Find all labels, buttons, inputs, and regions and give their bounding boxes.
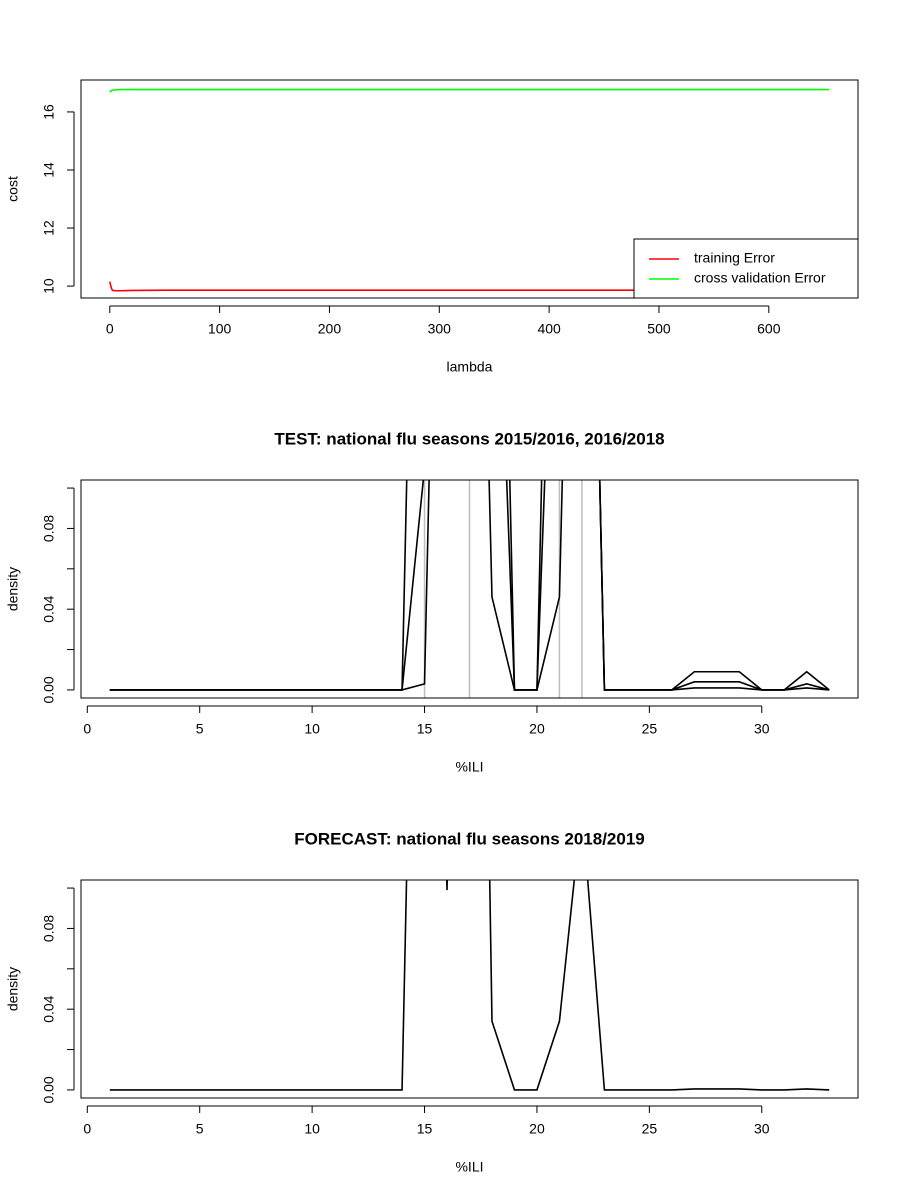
plot-area [109,88,830,292]
series-line [109,480,830,691]
y-tick-label: 0.04 [41,995,57,1022]
y-tick-label: 16 [41,104,57,120]
chart-title: TEST: national flu seasons 2015/2016, 20… [274,429,664,448]
x-tick-label: 25 [642,721,658,737]
legend-box [633,238,859,299]
x-tick-label: 30 [754,1121,770,1137]
x-tick-label: 0 [106,321,114,337]
y-tick-label: 0.08 [41,915,57,942]
series-line [109,281,830,292]
legend-label: training Error [694,250,775,266]
plot-frame [80,879,859,1099]
x-tick-label: 200 [318,321,342,337]
y-tick-label: 0.00 [41,1076,57,1103]
y-tick-label: 0.08 [41,515,57,542]
x-tick-label: 300 [428,321,452,337]
x-tick-label: 400 [537,321,561,337]
x-tick-label: 20 [529,721,545,737]
chart-title: FORECAST: national flu seasons 2018/2019 [294,829,645,848]
panel: FORECAST: national flu seasons 2018/2019… [5,829,859,1175]
y-tick-label: 0.04 [41,595,57,622]
plot-frame [80,479,859,699]
x-tick-label: 5 [196,721,204,737]
y-tick-label: 14 [41,162,57,178]
panel: TEST: national flu seasons 2015/2016, 20… [5,429,859,775]
x-axis-label: %ILI [455,759,483,775]
x-tick-label: 25 [642,1121,658,1137]
x-tick-label: 15 [417,1121,433,1137]
series-line [109,88,830,93]
legend: training Error cross validation Error [633,238,859,299]
series-line [109,880,830,1091]
x-tick-label: 100 [208,321,232,337]
legend-label: cross validation Error [694,270,826,286]
x-tick-label: 0 [83,721,91,737]
y-tick-label: 12 [41,220,57,236]
x-tick-label: 10 [304,721,320,737]
x-axis-label: lambda [447,359,493,375]
x-tick-label: 20 [529,1121,545,1137]
y-tick-label: 0.00 [41,676,57,703]
y-axis-label: density [5,967,21,1011]
x-tick-label: 5 [196,1121,204,1137]
y-axis-label: density [5,567,21,611]
x-tick-label: 10 [304,1121,320,1137]
x-tick-label: 0 [83,1121,91,1137]
x-tick-label: 30 [754,721,770,737]
x-tick-label: 500 [647,321,671,337]
plot-area [109,480,830,698]
x-axis-label: %ILI [455,1159,483,1175]
plot-frame [80,79,859,299]
y-axis-label: cost [5,176,21,202]
y-tick-label: 10 [41,278,57,294]
panel: lambda cost 0 100 200 300 400 500 600 10 12 14 16 tra… [5,79,859,375]
x-tick-label: 15 [417,721,433,737]
plot-area [109,880,830,1091]
x-tick-label: 600 [757,321,781,337]
